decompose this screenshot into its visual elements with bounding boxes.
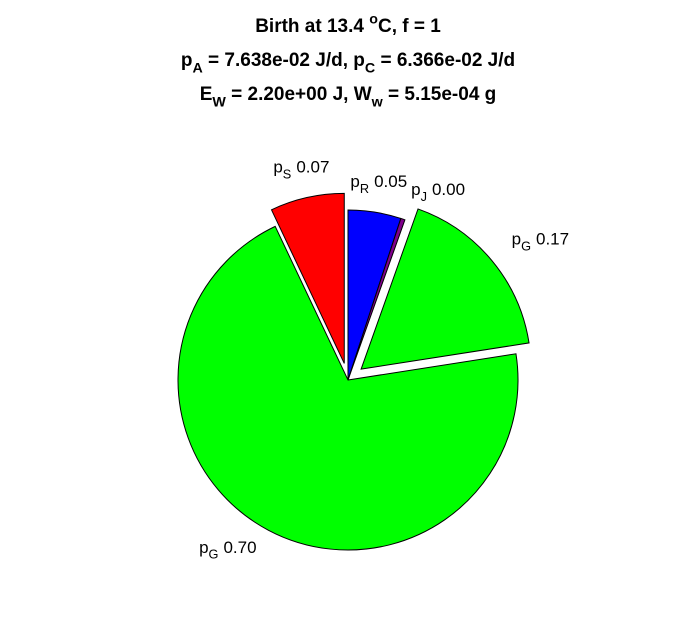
subscript: S [283,167,292,182]
text-run: = 2.20e+00 J, W [226,84,372,105]
subscript: G [209,547,219,562]
subscript: W [212,95,226,111]
slice-label: pG 0.17 [512,229,569,253]
text-run: p [411,180,420,199]
slice-label: pG 0.70 [199,538,256,562]
title-line: Birth at 13.4 oC, f = 1 [255,11,441,37]
pie-slice [177,225,519,551]
slice-value: 0.05 [374,172,407,191]
subscript: R [360,181,369,196]
text-run: C, f = 1 [378,16,441,37]
text-run: E [200,84,213,105]
pie-slice [360,208,530,370]
slice-value: 0.07 [296,158,329,177]
text-run: Birth at 13.4 [255,16,369,37]
text-run: = 5.15e-04 g [383,84,497,105]
subscript: A [192,61,202,77]
slice-value: 0.00 [432,180,465,199]
subscript: w [371,95,384,111]
title-line: EW = 2.20e+00 J, Ww = 5.15e-04 g [200,84,497,111]
subscript: C [365,61,375,77]
text-run: = 6.366e-02 J/d [375,50,515,71]
pie-slice [270,192,345,364]
subscript: G [521,238,531,253]
text-run: = 7.638e-02 J/d, p [203,50,365,71]
subscript: J [421,189,427,204]
title-line: pA = 7.638e-02 J/d, pC = 6.366e-02 J/d [181,50,515,77]
text-run: p [350,172,359,191]
slice-label: pR 0.05 [350,172,407,196]
slice-value: 0.70 [223,538,256,557]
slice-value: 0.17 [536,229,569,248]
slice-label: pS 0.07 [273,158,329,182]
text-run: p [273,158,282,177]
text-run: p [512,229,521,248]
slice-label: pJ 0.00 [411,180,465,204]
pie-slice [347,217,406,381]
supscript: o [369,11,378,27]
text-run: p [199,538,208,557]
text-run: p [181,50,193,71]
